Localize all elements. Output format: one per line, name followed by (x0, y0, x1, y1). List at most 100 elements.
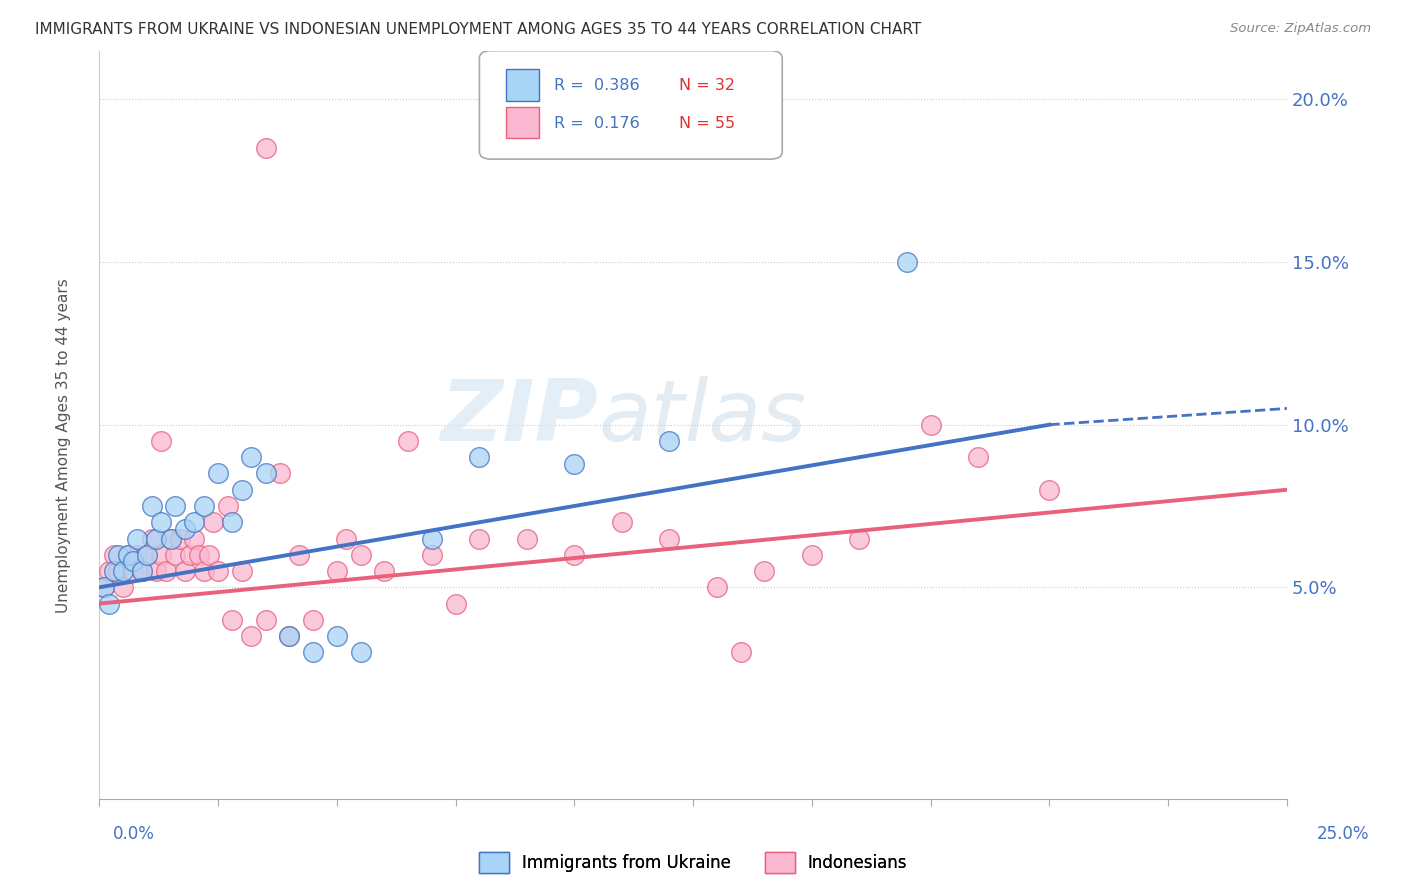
Point (145, 564, 167, 578)
Point (155, 564, 177, 578)
Point (131, 564, 153, 578)
FancyBboxPatch shape (506, 107, 538, 138)
Point (207, 467, 229, 481)
Point (131, 564, 153, 578)
Point (150, 548, 173, 562)
Point (800, 548, 823, 562)
Point (159, 532, 181, 546)
FancyBboxPatch shape (479, 51, 782, 159)
Point (179, 548, 201, 562)
Point (221, 613, 243, 627)
Point (121, 564, 143, 578)
Point (896, 255, 918, 269)
Point (658, 532, 681, 546)
Point (193, 499, 215, 513)
Point (193, 564, 215, 578)
Point (150, 515, 173, 529)
Text: IMMIGRANTS FROM UKRAINE VS INDONESIAN UNEMPLOYMENT AMONG AGES 35 TO 44 YEARS COR: IMMIGRANTS FROM UKRAINE VS INDONESIAN UN… (35, 22, 921, 37)
Point (107, 548, 129, 562)
Point (103, 548, 125, 562)
Point (127, 532, 149, 546)
Point (564, 457, 586, 471)
Point (1038, 483, 1060, 497)
Point (97, 597, 120, 611)
Point (121, 554, 143, 568)
Point (207, 564, 229, 578)
Point (112, 564, 135, 578)
Point (97, 564, 120, 578)
Text: R =  0.386: R = 0.386 (554, 78, 640, 94)
Point (848, 532, 870, 546)
Point (658, 434, 681, 448)
Point (188, 548, 211, 562)
Point (173, 522, 195, 536)
Point (706, 580, 728, 594)
Point (173, 564, 195, 578)
Point (169, 532, 191, 546)
Point (93, 580, 115, 594)
Point (349, 548, 371, 562)
Point (278, 629, 301, 643)
Text: Source: ZipAtlas.com: Source: ZipAtlas.com (1230, 22, 1371, 36)
Point (107, 564, 129, 578)
FancyBboxPatch shape (506, 70, 538, 101)
Point (231, 564, 253, 578)
Point (288, 548, 311, 562)
Point (150, 434, 173, 448)
Point (326, 629, 349, 643)
Text: R =  0.176: R = 0.176 (554, 116, 640, 131)
Point (93, 580, 115, 594)
Point (373, 564, 395, 578)
Point (468, 532, 491, 546)
Point (254, 467, 277, 481)
Point (468, 450, 491, 465)
Point (165, 499, 187, 513)
Point (141, 499, 163, 513)
Text: N = 55: N = 55 (679, 116, 735, 131)
Point (217, 499, 239, 513)
Point (221, 515, 243, 529)
Text: 25.0%: 25.0% (1316, 825, 1369, 843)
Point (278, 629, 301, 643)
Point (349, 645, 371, 659)
Point (326, 564, 349, 578)
Point (145, 532, 167, 546)
Text: ZIP: ZIP (440, 376, 598, 458)
Point (420, 548, 443, 562)
Point (240, 450, 263, 465)
Text: N = 32: N = 32 (679, 78, 735, 94)
Point (117, 548, 139, 562)
Point (967, 450, 990, 465)
Point (103, 564, 125, 578)
Point (197, 548, 219, 562)
Point (420, 532, 443, 546)
Point (183, 515, 205, 529)
Text: 0.0%: 0.0% (112, 825, 155, 843)
Point (135, 548, 157, 562)
Point (516, 532, 538, 546)
Text: Unemployment Among Ages 35 to 44 years: Unemployment Among Ages 35 to 44 years (56, 278, 70, 614)
Point (183, 532, 205, 546)
Point (231, 483, 253, 497)
Legend: Immigrants from Ukraine, Indonesians: Immigrants from Ukraine, Indonesians (479, 853, 907, 872)
Point (112, 580, 135, 594)
Point (396, 434, 419, 448)
Point (610, 515, 633, 529)
Point (444, 597, 467, 611)
Point (135, 548, 157, 562)
Point (141, 532, 163, 546)
Point (302, 645, 325, 659)
Point (117, 548, 139, 562)
Point (754, 564, 776, 578)
Point (920, 417, 942, 432)
Point (302, 613, 325, 627)
Point (202, 515, 225, 529)
Point (269, 467, 291, 481)
Point (564, 548, 586, 562)
Point (254, 141, 277, 155)
Point (165, 548, 187, 562)
Point (730, 645, 752, 659)
Text: atlas: atlas (598, 376, 806, 458)
Point (335, 532, 357, 546)
Point (127, 548, 149, 562)
